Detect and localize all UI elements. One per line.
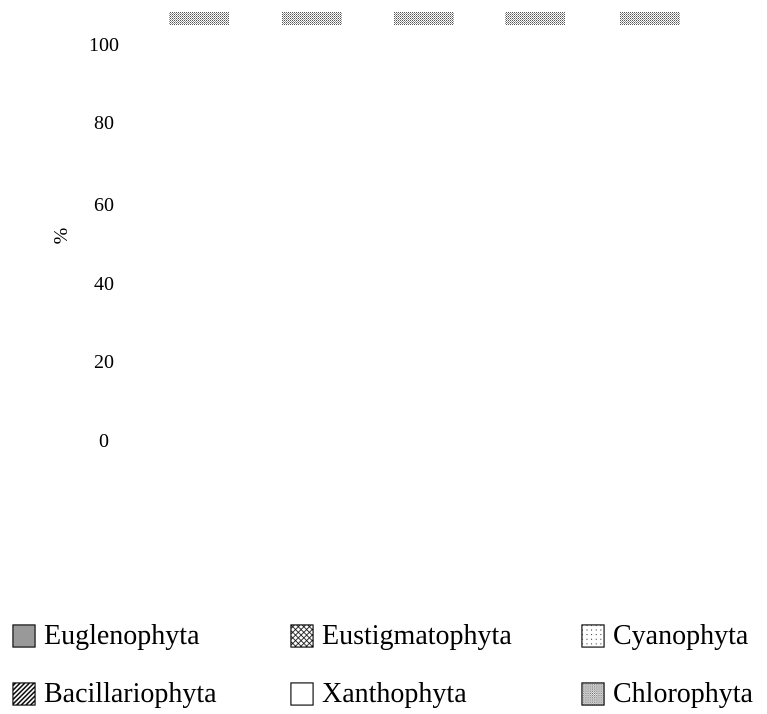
y-axis: 0 20 40 60 80 100% bbox=[50, 34, 119, 452]
legend-item-5: Chlorophyta bbox=[581, 674, 753, 714]
legend-label-2: Cyanophyta bbox=[613, 620, 749, 651]
y-tick-label-4: 80 bbox=[94, 112, 114, 134]
bars bbox=[169, 12, 680, 25]
stacked-bar-chart: 0 20 40 60 80 100% bbox=[50, 12, 680, 452]
legend-swatch-3 bbox=[12, 682, 36, 706]
legend-item-3: Bacillariophyta bbox=[12, 674, 217, 714]
legend-swatch-1 bbox=[290, 624, 314, 648]
legend-label-3: Bacillariophyta bbox=[44, 678, 217, 709]
legend-label-5: Chlorophyta bbox=[613, 678, 753, 709]
y-tick-label-5: 100 bbox=[89, 34, 119, 56]
y-tick-label-2: 40 bbox=[94, 273, 114, 295]
y-tick-label-1: 20 bbox=[94, 351, 114, 373]
y-tick-label-0: 0 bbox=[99, 430, 109, 452]
y-tick-label-3: 60 bbox=[94, 194, 114, 216]
legend: Euglenophyta Eustigmatophyta Cyanophyta Bac… bbox=[0, 612, 767, 709]
legend-item-4: Xanthophyta bbox=[290, 674, 467, 714]
legend-swatch-5 bbox=[581, 682, 605, 706]
legend-label-0: Euglenophyta bbox=[44, 620, 200, 651]
legend-swatch-4 bbox=[290, 682, 314, 706]
bar-segment-2-5 bbox=[394, 12, 454, 25]
bar-segment-4-5 bbox=[620, 12, 680, 25]
bar-segment-0-5 bbox=[169, 12, 229, 25]
legend-swatch-0 bbox=[12, 624, 36, 648]
y-axis-label: % bbox=[50, 228, 72, 245]
legend-swatch-2 bbox=[581, 624, 605, 648]
legend-label-1: Eustigmatophyta bbox=[322, 620, 512, 651]
legend-label-4: Xanthophyta bbox=[322, 678, 467, 709]
bar-segment-1-5 bbox=[282, 12, 342, 25]
legend-item-1: Eustigmatophyta bbox=[290, 616, 512, 656]
legend-item-2: Cyanophyta bbox=[581, 616, 748, 656]
bar-segment-3-5 bbox=[505, 12, 565, 25]
legend-item-0: Euglenophyta bbox=[12, 616, 200, 656]
